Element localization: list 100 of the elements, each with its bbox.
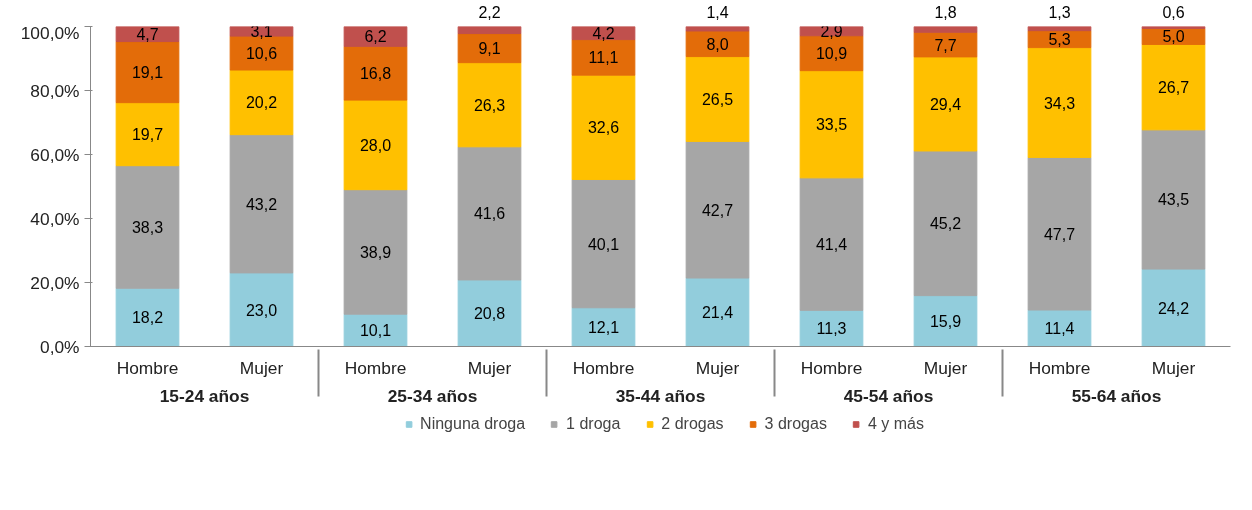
- bar: [115, 165, 180, 289]
- data-label: 26,7: [1157, 79, 1190, 97]
- text: 45-54 años: [843, 385, 934, 406]
- data-label: 1,8: [934, 3, 957, 21]
- bar: [229, 134, 294, 274]
- bar: [229, 272, 294, 347]
- bar: [685, 56, 750, 142]
- bar: [799, 177, 864, 311]
- data-label: 10,1: [359, 322, 392, 340]
- bar: [115, 41, 180, 104]
- bar: [1141, 129, 1206, 270]
- legend-label: 4 y más: [867, 415, 924, 433]
- x-tick-label: Mujer: [923, 357, 968, 378]
- bar: [343, 99, 408, 191]
- data-label: 33,5: [815, 116, 848, 134]
- bar: [457, 62, 522, 148]
- x-tick-label: Hombre: [1028, 357, 1091, 378]
- data-label: 8,0: [706, 35, 729, 53]
- bar: [685, 26, 750, 32]
- x-tick-label: Hombre: [572, 357, 635, 378]
- x-tick-label: Mujer: [1151, 357, 1196, 378]
- bar: [571, 39, 636, 76]
- data-label: 15,9: [929, 313, 962, 331]
- data-label: 34,3: [1043, 94, 1076, 112]
- y-tick-label: 60,0%: [30, 144, 80, 165]
- x-tick-label: Hombre: [800, 357, 863, 378]
- bar: [343, 189, 408, 315]
- text: 35-44 años: [615, 385, 706, 406]
- data-label: 28,0: [359, 136, 392, 154]
- bar: [571, 178, 636, 309]
- data-label: 18,2: [131, 309, 164, 327]
- data-label: 9,1: [478, 40, 501, 58]
- data-label: 41,6: [473, 205, 506, 223]
- legend-label: 1 droga: [566, 415, 621, 433]
- data-label: 6,2: [364, 28, 387, 46]
- bar: [1141, 43, 1206, 131]
- bar: [571, 74, 636, 180]
- y-tick-label: 80,0%: [30, 80, 80, 101]
- y-tick-label: 0,0%: [40, 336, 80, 357]
- data-label: 26,5: [701, 90, 734, 108]
- legend-label: 3 drogas: [764, 415, 827, 433]
- data-label: 4,2: [592, 24, 615, 42]
- bar: [115, 102, 180, 167]
- data-label: 38,3: [131, 218, 164, 236]
- data-label: 11,4: [1044, 320, 1075, 338]
- data-label: 2,2: [478, 3, 501, 21]
- data-label: 10,9: [815, 45, 848, 63]
- bar: [685, 140, 750, 279]
- data-label: 21,4: [701, 304, 734, 322]
- data-label: 47,7: [1043, 225, 1076, 243]
- data-label: 1,3: [1048, 3, 1071, 21]
- bar: [457, 33, 522, 64]
- bar: [343, 45, 408, 101]
- bar: [1027, 156, 1092, 311]
- data-label: 11,3: [816, 320, 847, 338]
- data-label: 43,5: [1157, 191, 1190, 209]
- data-label: 12,1: [587, 319, 620, 337]
- data-label: 4,7: [136, 26, 159, 44]
- data-label: 40,1: [587, 235, 620, 253]
- bar: [913, 150, 978, 297]
- bar: [115, 287, 180, 347]
- y-tick-label: 40,0%: [30, 208, 80, 229]
- text: 25-34 años: [387, 385, 478, 406]
- data-label: 29,4: [929, 95, 962, 113]
- legend-label: Ninguna droga: [420, 415, 526, 433]
- data-label: 26,3: [473, 96, 506, 114]
- text: 55-64 años: [1071, 385, 1162, 406]
- x-tick-label: Mujer: [695, 357, 740, 378]
- data-label: 23,0: [245, 301, 278, 319]
- x-tick-label: Mujer: [239, 357, 284, 378]
- data-label: 1,4: [706, 3, 729, 21]
- data-label: 20,8: [473, 305, 506, 323]
- x-tick-label: Hombre: [344, 357, 407, 378]
- bar: [913, 31, 978, 58]
- data-label: 42,7: [701, 201, 734, 219]
- data-label: 32,6: [587, 119, 620, 137]
- y-tick-label: 100,0%: [20, 22, 80, 43]
- data-label: 45,2: [929, 215, 962, 233]
- x-tick-label: Hombre: [116, 357, 179, 378]
- y-tick-label: 20,0%: [30, 272, 80, 293]
- data-label: 16,8: [359, 65, 392, 83]
- bar: [457, 279, 522, 347]
- x-tick-label: Mujer: [467, 357, 512, 378]
- data-label: 11,1: [588, 49, 619, 67]
- data-label: 10,6: [245, 45, 278, 63]
- text: 15-24 años: [159, 385, 250, 406]
- data-label: 43,2: [245, 195, 278, 213]
- data-label: 7,7: [934, 36, 957, 54]
- data-label: 19,7: [131, 126, 164, 144]
- bar: [913, 56, 978, 152]
- bar: [799, 70, 864, 179]
- bar: [457, 146, 522, 281]
- data-label: 5,0: [1162, 28, 1185, 46]
- bar: [685, 277, 750, 347]
- data-label: 5,3: [1048, 31, 1071, 49]
- bar: [1027, 47, 1092, 158]
- data-label: 20,2: [245, 94, 278, 112]
- bar: [571, 307, 636, 347]
- legend-label: 2 drogas: [661, 415, 724, 433]
- data-label: 24,2: [1157, 299, 1190, 317]
